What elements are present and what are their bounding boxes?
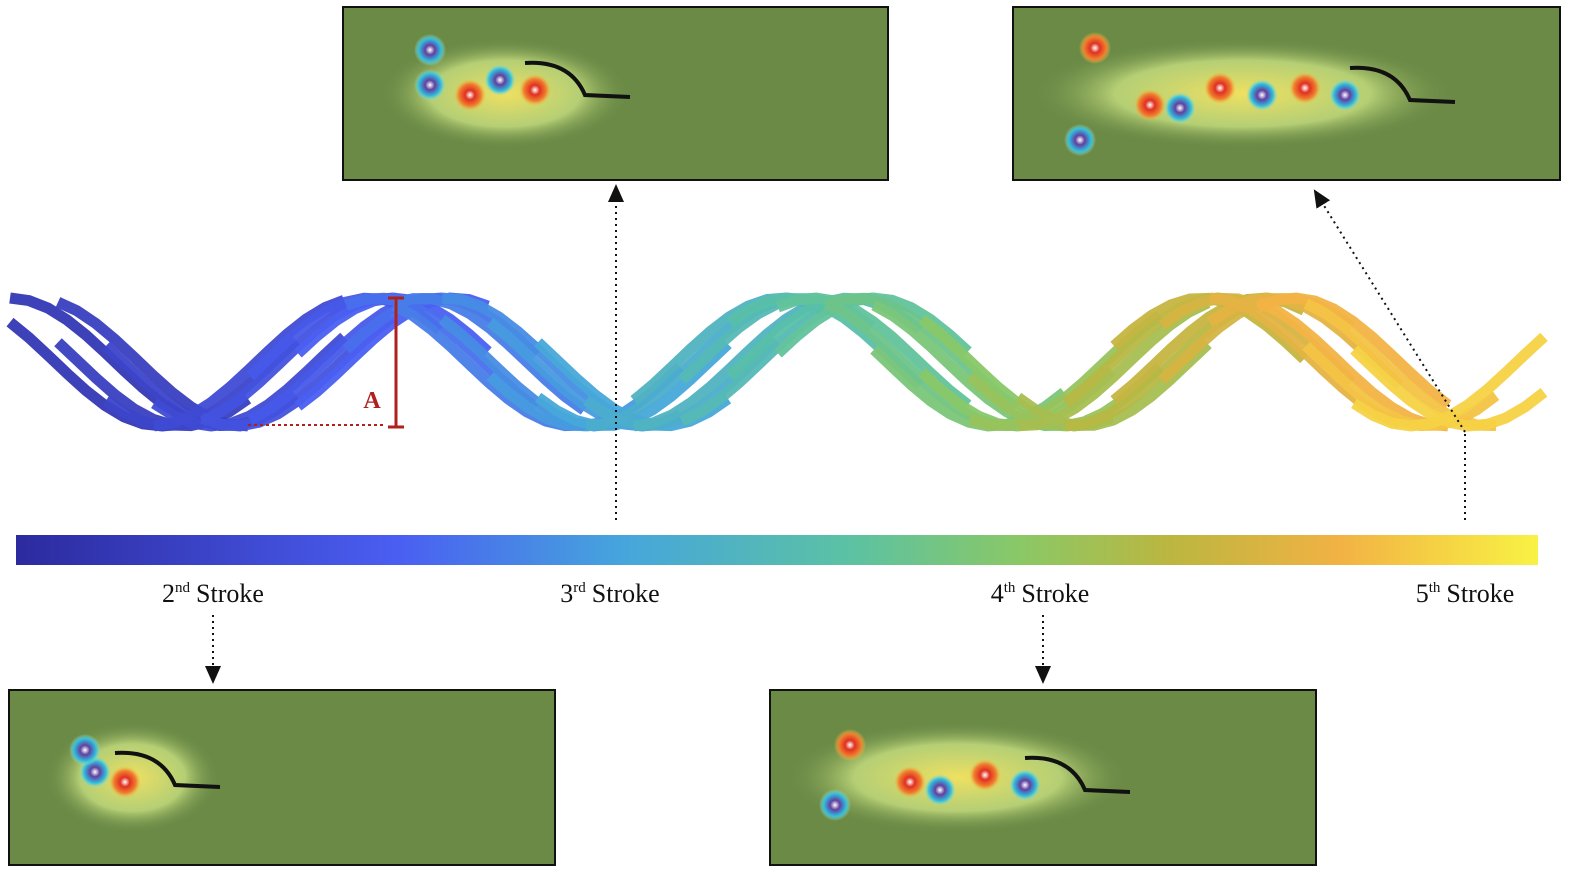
vortex (1079, 32, 1111, 64)
vorticity-panels (8, 6, 1561, 866)
vortex (519, 74, 551, 106)
vortex (414, 34, 446, 66)
stroke-number: 2 (162, 579, 175, 608)
fin (114, 750, 221, 789)
vortex (1134, 89, 1166, 121)
stroke-word: Stroke (1021, 579, 1089, 608)
amplitude-label: A (363, 388, 381, 414)
vortex (1064, 124, 1096, 156)
vortex (819, 789, 851, 821)
stroke-number: 4 (991, 579, 1004, 608)
fin (524, 60, 631, 99)
amplitude-marker: A (248, 296, 404, 429)
stroke-labels: 2nd Stroke 3rd Stroke 4th Stroke 5th Stroke (162, 579, 1514, 608)
vortex (454, 79, 486, 111)
vortex (1289, 72, 1321, 104)
stroke-suffix: th (1429, 580, 1441, 596)
stroke-label: 5th Stroke (1416, 579, 1515, 608)
stroke-word: Stroke (592, 579, 660, 608)
stroke-number: 5 (1416, 579, 1429, 608)
arrow (1313, 189, 1466, 433)
stroke-word: Stroke (1446, 579, 1514, 608)
vortex (484, 64, 516, 96)
stroke-word: Stroke (196, 579, 264, 608)
vortex (414, 69, 446, 101)
fin-stroke (1351, 332, 1548, 432)
fin (1024, 755, 1131, 794)
stroke-label: 3rd Stroke (560, 579, 659, 608)
fin (1349, 65, 1456, 104)
vortex (894, 766, 926, 798)
vortex (969, 759, 1001, 791)
fin-stroke (1256, 292, 1452, 410)
stroke-suffix: th (1004, 580, 1016, 596)
vortex (834, 729, 866, 761)
wake-halo (785, 721, 1130, 834)
vortex (69, 734, 101, 766)
stroke-label: 4th Stroke (991, 579, 1090, 608)
vortex (1204, 72, 1236, 104)
stroke-label: 2nd Stroke (162, 579, 264, 608)
stroke-number: 3 (560, 579, 573, 608)
vortex (1329, 79, 1361, 111)
vortex (1009, 769, 1041, 801)
stroke-suffix: nd (175, 580, 191, 596)
wake-halo (1030, 38, 1455, 149)
vortex (1246, 79, 1278, 111)
vortex (109, 766, 141, 798)
vortex (1164, 92, 1196, 124)
arrows (205, 184, 1466, 684)
vortex (924, 774, 956, 806)
stroke-suffix: rd (573, 580, 586, 596)
fin-strokes (6, 292, 1548, 432)
colorbar (16, 535, 1538, 565)
